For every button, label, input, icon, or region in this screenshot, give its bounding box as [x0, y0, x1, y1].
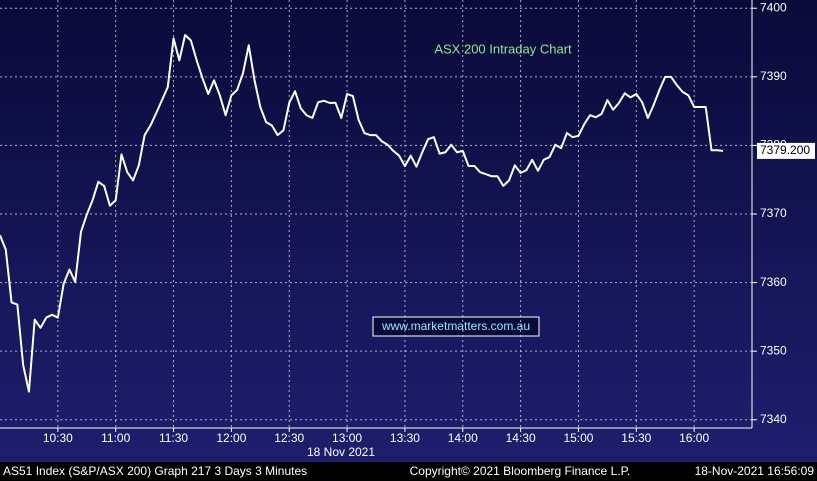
y-tick-label: 7360	[760, 275, 787, 289]
price-line	[0, 33, 724, 393]
x-tick-label: 15:00	[563, 431, 593, 445]
y-tick-label: 7350	[760, 343, 787, 357]
y-tick-label: 7340	[760, 412, 787, 426]
watermark-box	[372, 316, 540, 337]
x-tick-label: 11:00	[101, 431, 130, 445]
watermark: www.marketmatters.com.au	[381, 319, 530, 333]
footer-center: Copyright© 2021 Bloomberg Finance L.P.	[410, 464, 631, 478]
footer-right: 18-Nov-2021 16:56:09	[695, 464, 815, 478]
x-tick-label: 10:30	[43, 431, 73, 445]
y-tick-label: 7390	[760, 69, 787, 83]
x-tick-label: 14:00	[448, 431, 478, 445]
x-tick-label: 16:00	[679, 431, 709, 445]
x-tick-label: 13:30	[390, 431, 420, 445]
y-tick-label: 7370	[760, 206, 787, 220]
footer-left: AS51 Index (S&P/ASX 200) Graph 217 3 Day…	[3, 464, 307, 478]
x-tick-label: 12:30	[274, 431, 304, 445]
x-tick-label: 11:30	[159, 431, 188, 445]
price-tag-box	[757, 142, 815, 159]
x-tick-label: 12:00	[216, 431, 246, 445]
y-tick-label: 7400	[760, 0, 787, 14]
x-tick-label: 15:30	[621, 431, 651, 445]
x-tick-label: 14:30	[506, 431, 536, 445]
price-tag-label: 7379.200	[760, 143, 810, 157]
chart-title: ASX 200 Intraday Chart	[434, 41, 572, 56]
footer-band	[0, 462, 817, 481]
date-label: 18 Nov 2021	[307, 445, 375, 459]
x-tick-label: 13:00	[332, 431, 362, 445]
